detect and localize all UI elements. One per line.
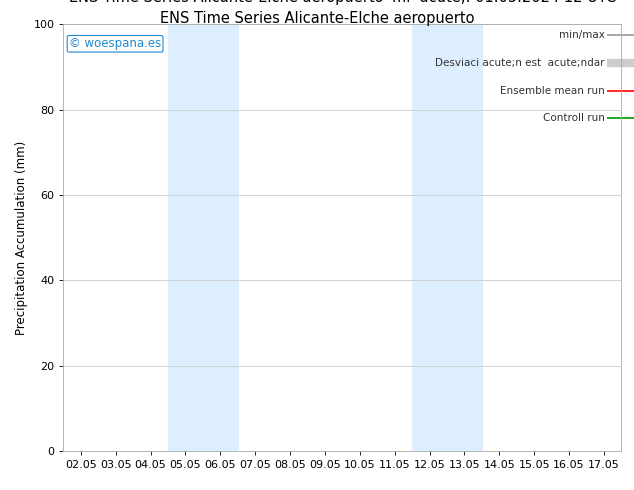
- Text: Desviaci acute;n est  acute;ndar: Desviaci acute;n est acute;ndar: [435, 58, 605, 68]
- Text: © woespana.es: © woespana.es: [69, 37, 161, 50]
- Text: Controll run: Controll run: [543, 113, 605, 123]
- Text: ENS Time Series Alicante-Elche aeropuerto: ENS Time Series Alicante-Elche aeropuert…: [160, 11, 474, 26]
- Text: mi  acute;. 01.05.2024 12 UTC: mi acute;. 01.05.2024 12 UTC: [392, 0, 616, 5]
- Bar: [412, 24, 482, 451]
- Bar: [168, 24, 238, 451]
- Y-axis label: Precipitation Accumulation (mm): Precipitation Accumulation (mm): [15, 141, 28, 335]
- Text: Ensemble mean run: Ensemble mean run: [500, 86, 605, 96]
- Text: ENS Time Series Alicante-Elche aeropuerto: ENS Time Series Alicante-Elche aeropuert…: [69, 0, 384, 5]
- Text: min/max: min/max: [559, 30, 605, 40]
